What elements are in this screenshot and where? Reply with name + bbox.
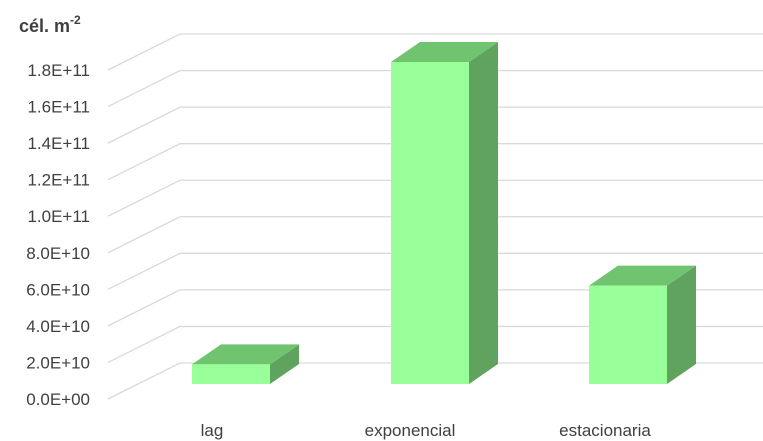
bar-front [391,62,469,384]
gridline [107,216,763,254]
bar-top [589,265,696,286]
gridline [107,179,763,217]
y-axis-ticks: 0.0E+00 2.0E+10 4.0E+10 6.0E+10 8.0E+10 1.0E+… [26,61,90,409]
bars [192,42,696,384]
y-tick-label: 6.0E+10 [26,280,90,299]
y-axis-unit-base: cél. m [19,16,70,36]
y-tick-label: 1.6E+11 [27,98,90,117]
gridline [107,252,763,290]
y-tick-label: 2.0E+10 [26,353,90,372]
gridline [107,289,763,327]
y-tick-label: 1.2E+11 [27,171,90,190]
y-tick-label: 0.0E+00 [26,390,90,409]
gridline [107,33,763,71]
bar-side [469,42,498,384]
gridline [107,362,763,400]
x-axis-categories: lag exponencial estacionaria [201,421,652,440]
y-tick-label: 1.4E+11 [27,134,90,153]
y-axis-unit-label: cél. m-2 [19,13,81,36]
gridline [107,325,763,364]
bar-top [192,344,299,365]
gridline [107,69,763,108]
y-tick-label: 4.0E+10 [26,317,90,336]
gridline [107,143,763,181]
y-tick-label: 1.8E+11 [27,61,90,80]
bar-side [667,265,696,384]
y-axis-unit-exponent: -2 [70,13,81,27]
bar-lag [192,344,299,384]
gridline [107,106,763,144]
x-category-label: lag [201,421,224,440]
y-tick-label: 8.0E+10 [26,244,90,263]
x-category-label: exponencial [365,421,456,440]
bar-side [270,344,299,384]
bar-exponencial [391,42,498,384]
bar-front [589,285,667,384]
bar-top [391,42,498,62]
gridlines [107,33,763,400]
bar-front [192,364,270,384]
y-tick-label: 1.0E+11 [27,207,90,226]
x-category-label: estacionaria [559,421,651,440]
bar-estacionaria [589,265,696,384]
